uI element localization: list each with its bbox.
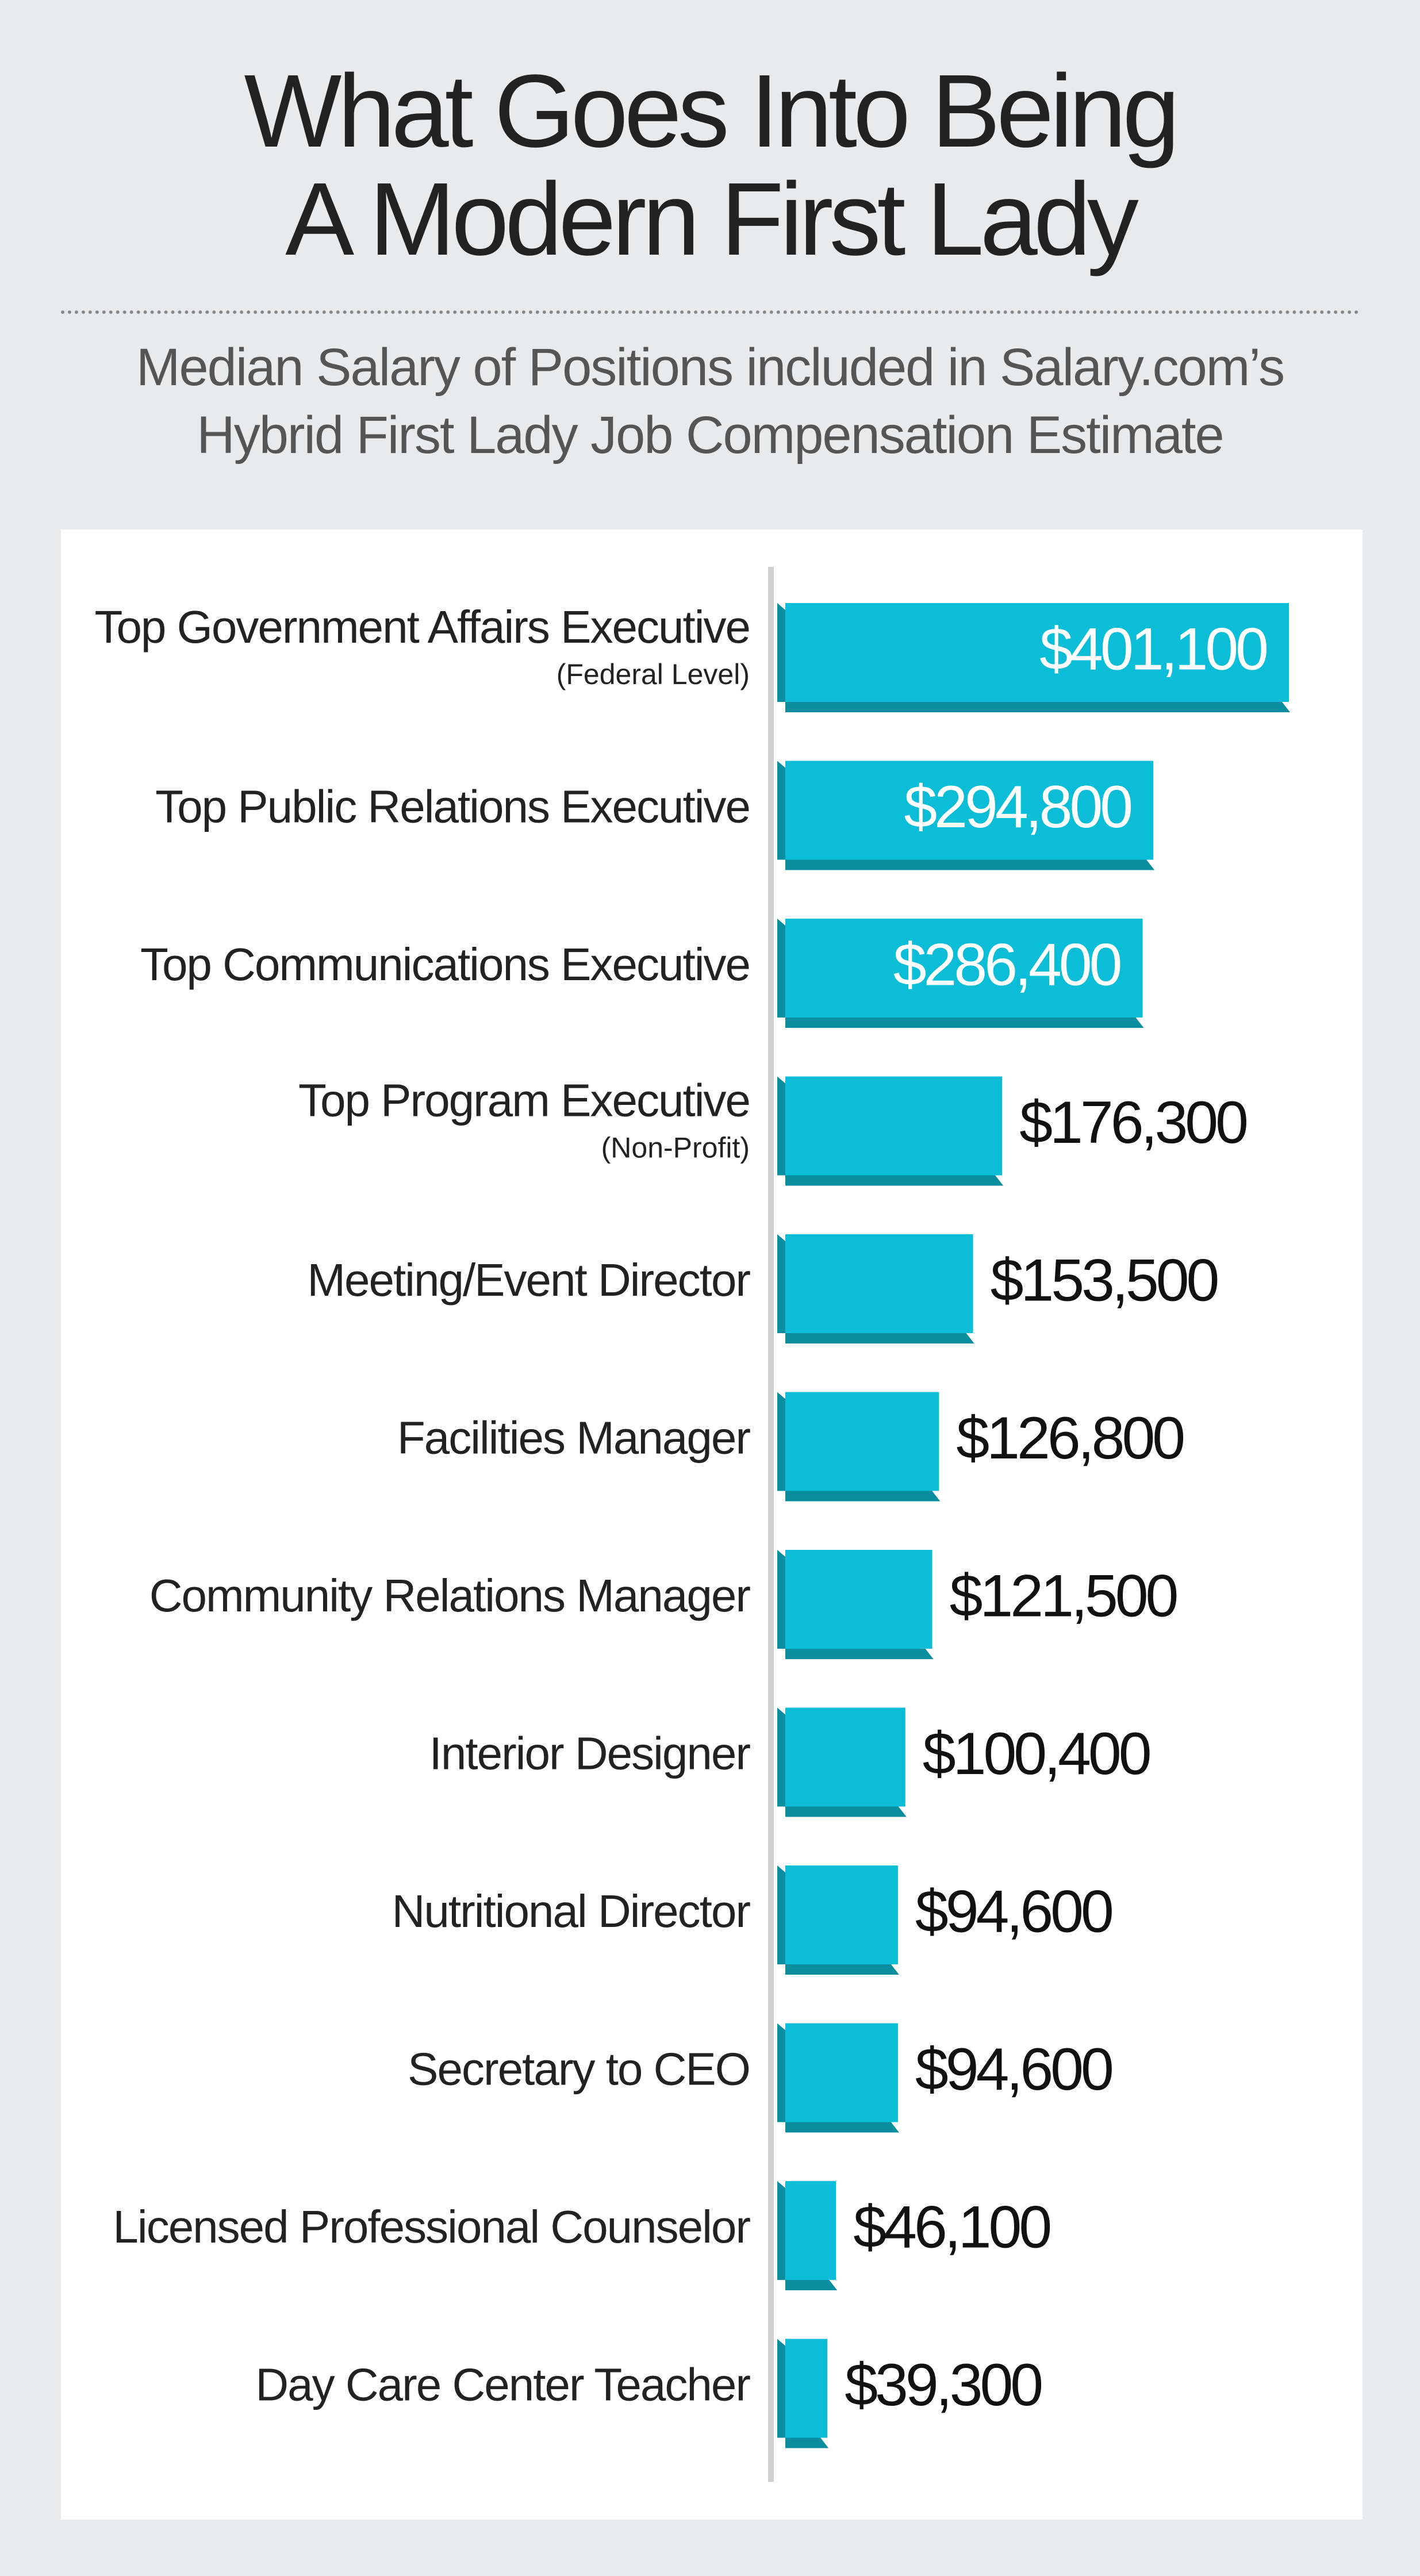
value-label: $39,300 <box>845 2352 1041 2418</box>
bar <box>785 1234 973 1333</box>
category-label: Community Relations Manager <box>149 1570 751 1621</box>
bar <box>785 1392 939 1491</box>
category-label: Secretary to CEO <box>408 2044 750 2095</box>
bar-bevel <box>777 2181 838 2290</box>
category-label: Nutritional Director <box>392 1886 751 1937</box>
bar <box>785 1707 905 1807</box>
bar <box>785 919 1143 1018</box>
bar <box>785 2339 828 2438</box>
value-label: $94,600 <box>915 2036 1112 2103</box>
separator <box>61 310 1359 314</box>
category-label: Interior Designer <box>429 1728 751 1779</box>
category-note: (Non-Profit) <box>601 1132 750 1164</box>
bar <box>785 1076 1003 1176</box>
category-label: Meeting/Event Director <box>307 1254 750 1306</box>
chart-title: What Goes Into Being A Modern First Lady <box>244 53 1180 277</box>
bar <box>785 1865 898 1964</box>
value-label: $100,400 <box>923 1721 1150 1787</box>
chart-subtitle: Median Salary of Positions included in S… <box>136 338 1285 464</box>
value-label: $401,100 <box>1039 616 1267 682</box>
category-label: Facilities Manager <box>397 1412 751 1464</box>
bar <box>785 761 1154 860</box>
bar-bevel <box>777 2339 829 2448</box>
category-label: Top Government Affairs Executive <box>94 601 750 652</box>
value-label: $286,400 <box>893 931 1120 998</box>
value-label: $121,500 <box>950 1563 1177 1629</box>
value-label: $46,100 <box>853 2194 1050 2260</box>
value-label: $176,300 <box>1019 1089 1246 1156</box>
category-label: Top Communications Executive <box>140 939 750 990</box>
bar <box>785 2181 836 2280</box>
value-label: $294,800 <box>904 774 1131 840</box>
bar <box>785 603 1289 702</box>
bar <box>785 1550 932 1649</box>
axis-line <box>768 567 774 2482</box>
category-label: Day Care Center Teacher <box>255 2359 750 2410</box>
category-label: Licensed Professional Counselor <box>113 2201 750 2252</box>
category-label: Top Public Relations Executive <box>155 781 750 832</box>
value-label: $94,600 <box>915 1878 1112 1945</box>
bar <box>785 2023 898 2122</box>
category-note: (Federal Level) <box>557 658 750 690</box>
value-label: $153,500 <box>991 1247 1218 1314</box>
category-label: Top Program Executive <box>298 1075 750 1126</box>
value-label: $126,800 <box>956 1405 1183 1472</box>
